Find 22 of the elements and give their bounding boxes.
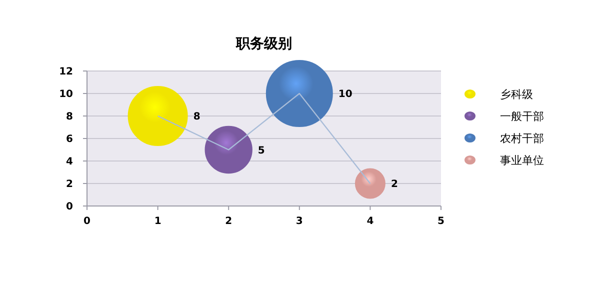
legend-label: 一般干部 bbox=[500, 110, 544, 123]
chart-title: 职务级别 bbox=[235, 36, 292, 52]
x-tick-label: 1 bbox=[154, 216, 162, 227]
data-label: 2 bbox=[390, 179, 398, 190]
legend-label: 事业单位 bbox=[500, 154, 544, 167]
data-label: 10 bbox=[338, 89, 352, 100]
y-tick-label: 0 bbox=[66, 202, 74, 212]
x-tick-label: 2 bbox=[225, 216, 232, 227]
x-tick-label: 3 bbox=[296, 216, 303, 227]
x-tick-label: 4 bbox=[366, 216, 374, 227]
y-tick-label: 2 bbox=[66, 179, 74, 190]
y-tick-label: 10 bbox=[59, 89, 74, 100]
y-tick-label: 8 bbox=[66, 112, 74, 122]
y-tick-label: 12 bbox=[59, 66, 74, 78]
y-tick-label: 6 bbox=[66, 134, 74, 145]
x-tick-label: 0 bbox=[84, 216, 91, 227]
data-label: 8 bbox=[193, 112, 200, 122]
x-tick-label: 5 bbox=[438, 216, 445, 227]
y-tick-label: 4 bbox=[66, 156, 74, 168]
data-label: 5 bbox=[258, 145, 265, 156]
legend-label: 农村干部 bbox=[500, 132, 544, 145]
legend-label: 乡科级 bbox=[500, 88, 533, 101]
